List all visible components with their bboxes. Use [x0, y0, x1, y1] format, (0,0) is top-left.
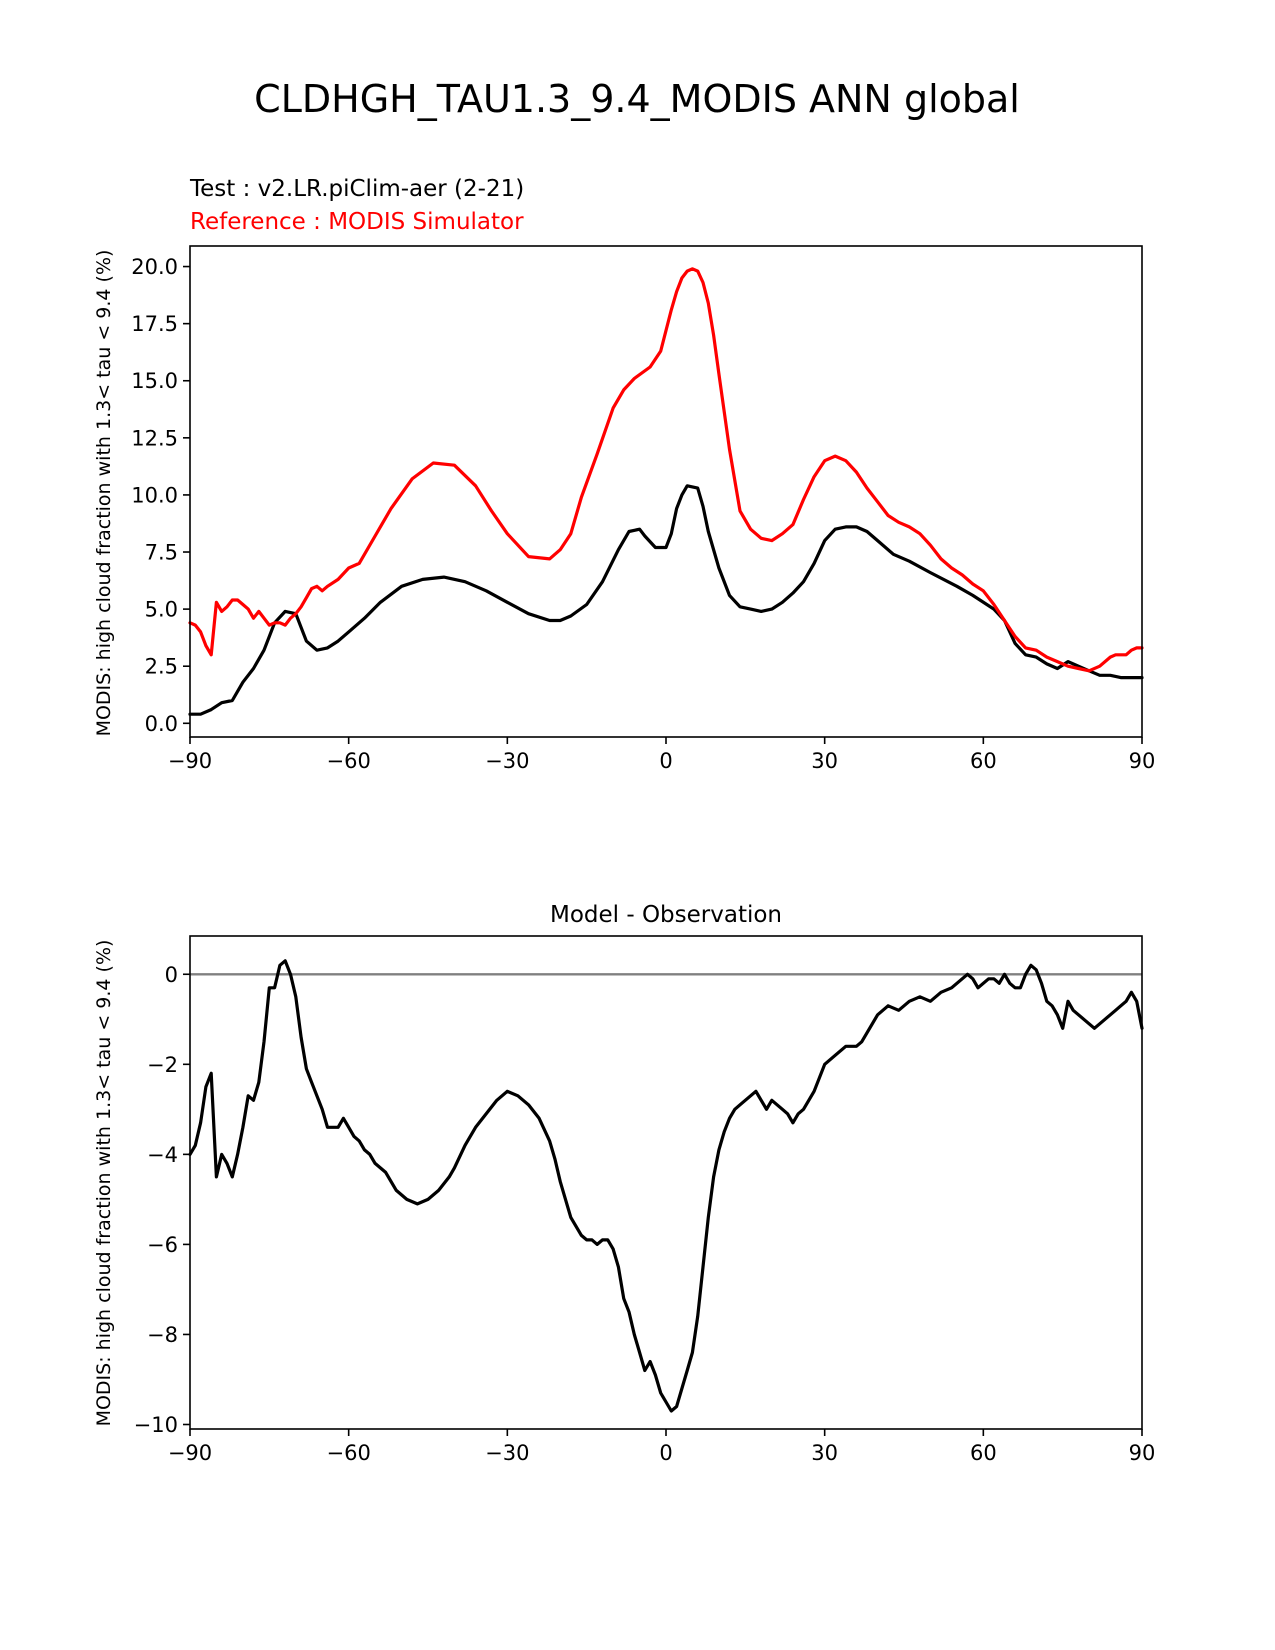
- bottom-x-tick-label: −60: [327, 1441, 371, 1465]
- bottom-y-tick-label: −2: [147, 1053, 178, 1077]
- bottom-x-tick-label: −90: [168, 1441, 212, 1465]
- bottom-y-tick-label: −10: [134, 1413, 178, 1437]
- bottom-y-tick-label: −8: [147, 1323, 178, 1347]
- top-y-tick-label: 17.5: [131, 312, 178, 336]
- top-x-tick-label: −30: [485, 749, 529, 773]
- top-x-tick-label: 60: [970, 749, 997, 773]
- bottom-x-tick-label: 60: [970, 1441, 997, 1465]
- reference-label: Reference : MODIS Simulator: [190, 209, 524, 235]
- bottom-plot-area: −90 −60 −30 0 30 60 90 −10 −8 −6 −4 −2 0: [134, 959, 1156, 1465]
- top-y-tick-label: 7.5: [145, 541, 178, 565]
- bottom-title: Model - Observation: [550, 902, 782, 928]
- bottom-y-tick-label: −4: [147, 1143, 178, 1167]
- bottom-x-tick-label: −30: [485, 1441, 529, 1465]
- top-x-tick-label: −90: [168, 749, 212, 773]
- bottom-axes-frame: [189, 935, 1143, 1430]
- bottom-panel: Model - Observation MODIS: high cloud fr…: [93, 902, 1155, 1465]
- bottom-y-tick-label: −6: [147, 1233, 178, 1257]
- top-y-tick-label: 15.0: [131, 369, 178, 393]
- figure-title: CLDHGH_TAU1.3_9.4_MODIS ANN global: [254, 77, 1020, 121]
- test-label: Test : v2.LR.piClim-aer (2-21): [189, 176, 524, 202]
- top-y-axis-label: MODIS: high cloud fraction with 1.3< tau…: [93, 250, 115, 737]
- bottom-y-tick-label: 0: [165, 963, 178, 987]
- bottom-x-tick-label: 90: [1129, 1441, 1156, 1465]
- top-y-tick-label: 20.0: [131, 255, 178, 279]
- top-panel: Test : v2.LR.piClim-aer (2-21) Reference…: [93, 176, 1155, 773]
- top-plot-area: −90 −60 −30 0 30 60 90 0.0 2.5 5.0 7.5 10.0 12.5 15.0…: [131, 255, 1155, 773]
- top-y-tick-label: 0.0: [145, 712, 178, 736]
- bottom-x-tick-label: 0: [659, 1441, 672, 1465]
- top-x-tick-label: 30: [811, 749, 838, 773]
- bottom-series-difference: [188, 959, 1144, 1413]
- bottom-x-tick-label: 30: [811, 1441, 838, 1465]
- top-x-tick-label: 90: [1129, 749, 1156, 773]
- top-y-tick-label: 2.5: [145, 655, 178, 679]
- top-y-tick-label: 10.0: [131, 483, 178, 507]
- top-y-tick-label: 12.5: [131, 426, 178, 450]
- bottom-y-axis-label: MODIS: high cloud fraction with 1.3< tau…: [93, 940, 115, 1427]
- top-axes-frame: [189, 245, 1143, 738]
- top-x-tick-label: −60: [327, 749, 371, 773]
- top-x-tick-label: 0: [659, 749, 672, 773]
- top-y-tick-label: 5.0: [145, 598, 178, 622]
- top-series-reference: [188, 267, 1144, 673]
